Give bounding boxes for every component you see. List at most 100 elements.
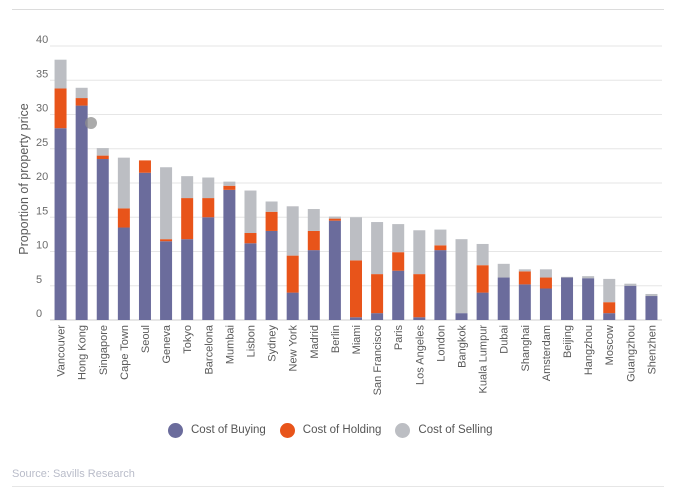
- category-label: Shenzhen: [646, 325, 658, 375]
- stacked-bar-chart: 0 5 10 15 20 25 30 35 40 Vancouver Hong Kong Singa…: [17, 34, 662, 395]
- bar-cost-of-buying-shenzhen: [645, 296, 658, 320]
- bar-cost-of-selling-hong-kong: [75, 87, 88, 99]
- bar-cost-of-buying-new-york: [286, 292, 299, 320]
- category-label: Mumbai: [224, 325, 236, 364]
- gridlines: [50, 45, 662, 321]
- bar-cost-of-selling-moscow: [603, 278, 616, 303]
- bar-cost-of-selling-guangzhou: [624, 283, 637, 286]
- legend-label: Cost of Holding: [302, 424, 382, 436]
- bars: [54, 59, 658, 320]
- bar-cost-of-holding-paris: [392, 252, 405, 271]
- legend-label: Cost of Selling: [418, 424, 493, 436]
- category-label: Amsterdam: [541, 325, 553, 381]
- category-label: Bangkok: [457, 325, 469, 368]
- category-label: Seoul: [140, 325, 152, 353]
- legend-label: Cost of Buying: [191, 424, 266, 436]
- bar-cost-of-buying-paris: [392, 270, 405, 320]
- bar-cost-of-selling-mumbai: [223, 181, 236, 186]
- bar-cost-of-holding-mumbai: [223, 185, 236, 190]
- bar-cost-of-holding-los-angeles: [413, 274, 426, 318]
- bar-cost-of-selling-beijing: [561, 276, 574, 278]
- bar-cost-of-holding-cape-town: [117, 208, 130, 228]
- bar-cost-of-buying-dubai: [497, 277, 510, 320]
- category-label: Paris: [393, 325, 405, 351]
- bar-cost-of-holding-moscow: [603, 302, 616, 314]
- bar-cost-of-selling-hangzhou: [582, 276, 595, 279]
- bar-cost-of-buying-vancouver: [54, 128, 67, 320]
- category-label: Lisbon: [245, 325, 257, 357]
- bar-cost-of-selling-singapore: [96, 148, 109, 156]
- bar-cost-of-buying-geneva: [160, 241, 173, 320]
- source-note: Source: Savills Research: [12, 468, 135, 480]
- y-tick-label: 0: [36, 308, 42, 320]
- legend: Cost of Buying Cost of Holding Cost of Sel…: [168, 420, 493, 440]
- legend-item-cost-of-selling: Cost of Selling: [395, 422, 493, 438]
- bar-cost-of-buying-miami: [350, 317, 362, 320]
- bar-cost-of-holding-kuala-lumpur: [476, 265, 489, 293]
- category-label: Shanghai: [520, 325, 532, 372]
- bar-cost-of-buying-los-angeles: [413, 317, 426, 320]
- legend-item-cost-of-holding: Cost of Holding: [279, 422, 382, 438]
- y-tick-label: 15: [36, 205, 48, 217]
- bar-cost-of-holding-singapore: [96, 155, 109, 160]
- y-tick-labels: 0 5 10 15 20 25 30 35 40: [36, 34, 48, 320]
- category-label: San Francisco: [372, 325, 384, 395]
- y-tick-label: 40: [36, 34, 48, 46]
- y-tick-label: 25: [36, 137, 48, 149]
- bar-cost-of-selling-paris: [392, 224, 405, 253]
- legend-swatch: [168, 422, 183, 438]
- category-label: London: [435, 325, 447, 362]
- bar-cost-of-selling-berlin: [328, 216, 341, 219]
- category-label: Tokyo: [182, 325, 194, 354]
- bar-cost-of-selling-cape-town: [117, 157, 130, 209]
- bar-cost-of-holding-new-york: [286, 255, 299, 293]
- category-label: Beijing: [562, 325, 574, 358]
- bar-cost-of-buying-san-francisco: [371, 313, 384, 320]
- category-label: Madrid: [309, 325, 321, 359]
- bar-cost-of-holding-san-francisco: [371, 274, 384, 314]
- bar-cost-of-holding-lisbon: [244, 233, 257, 244]
- bar-cost-of-selling-amsterdam: [539, 269, 552, 278]
- y-axis-title: Proportion of property price: [17, 103, 31, 255]
- bar-cost-of-selling-san-francisco: [371, 222, 384, 275]
- y-tick-label: 35: [36, 68, 48, 80]
- bar-cost-of-buying-hong-kong: [75, 105, 88, 320]
- bar-cost-of-buying-tokyo: [181, 239, 194, 320]
- bar-cost-of-buying-guangzhou: [624, 285, 637, 320]
- bar-cost-of-selling-shenzhen: [645, 293, 658, 297]
- bar-cost-of-selling-vancouver: [54, 59, 67, 89]
- bar-cost-of-holding-geneva: [160, 239, 173, 242]
- legend-swatch: [395, 422, 411, 438]
- bar-cost-of-selling-geneva: [160, 167, 173, 240]
- y-tick-label: 30: [36, 103, 48, 115]
- top-divider: [12, 9, 664, 10]
- bar-cost-of-holding-barcelona: [202, 198, 215, 218]
- category-label: Geneva: [161, 324, 173, 363]
- bar-cost-of-buying-amsterdam: [539, 288, 552, 320]
- bar-cost-of-holding-hong-kong: [75, 98, 88, 106]
- bar-cost-of-buying-barcelona: [202, 217, 215, 320]
- bar-cost-of-buying-london: [434, 250, 447, 320]
- legend-swatch: [279, 422, 295, 438]
- bar-cost-of-selling-barcelona: [202, 177, 215, 199]
- bar-cost-of-selling-shanghai: [518, 269, 531, 272]
- bar-cost-of-buying-cape-town: [117, 227, 130, 320]
- category-label: Hong Kong: [77, 325, 89, 380]
- legend-item-cost-of-buying: Cost of Buying: [168, 422, 266, 438]
- bar-cost-of-holding-amsterdam: [539, 277, 552, 289]
- category-label: Singapore: [98, 325, 110, 375]
- category-label: Hangzhou: [583, 325, 595, 375]
- bar-cost-of-buying-bangkok: [455, 313, 468, 320]
- y-tick-label: 20: [36, 171, 48, 183]
- bar-cost-of-buying-singapore: [96, 159, 109, 320]
- bar-cost-of-buying-seoul: [138, 172, 151, 320]
- bar-cost-of-buying-madrid: [307, 250, 320, 320]
- bar-cost-of-selling-miami: [350, 217, 362, 261]
- category-label: Moscow: [604, 325, 616, 365]
- category-labels: Vancouver Hong Kong Singapore Cape Town Seou…: [56, 324, 659, 395]
- hover-marker: [85, 117, 97, 129]
- bottom-divider: [12, 486, 664, 487]
- category-label: Miami: [351, 325, 363, 354]
- bar-cost-of-selling-madrid: [307, 209, 320, 231]
- category-label: Kuala Lumpur: [478, 325, 490, 394]
